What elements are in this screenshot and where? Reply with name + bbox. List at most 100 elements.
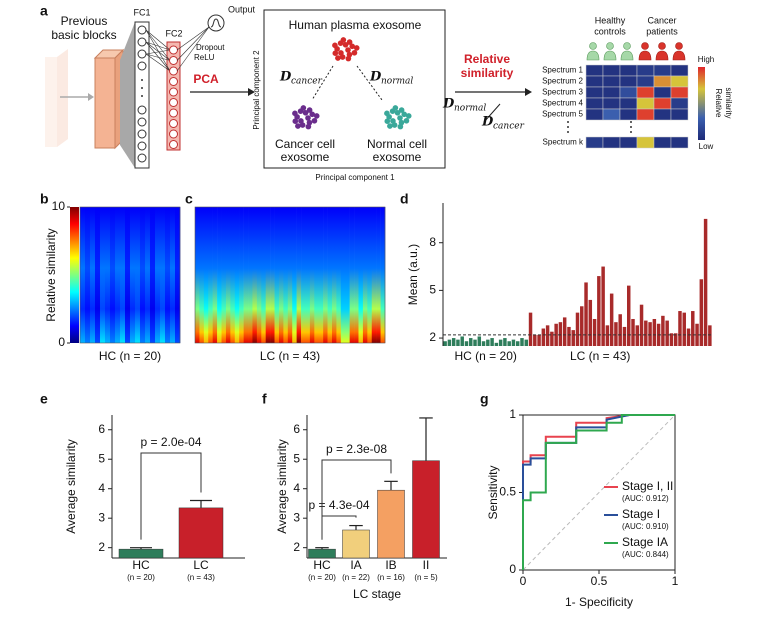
projection [120, 22, 135, 168]
x-tick-sublabel: (n = 16) [377, 573, 405, 582]
x-axis-label: 1- Specificity [565, 595, 633, 609]
cluster-label: exosome [281, 150, 330, 164]
exosome [394, 109, 401, 116]
heatmap-column [110, 207, 116, 343]
bar [545, 325, 550, 346]
distance-symbol: D [279, 70, 292, 85]
clusters [292, 37, 412, 130]
panel-label: b [40, 191, 49, 207]
heatmap-frame [79, 206, 181, 344]
heatmap-column [208, 207, 213, 343]
bar [708, 325, 712, 346]
exosome [397, 115, 403, 121]
heatmap-column [165, 207, 171, 343]
panel-label: g [480, 391, 489, 407]
bar [661, 315, 665, 346]
colorbar [70, 207, 79, 343]
group-label: HC (n = 20) [455, 349, 517, 363]
bar [686, 328, 691, 346]
bar [558, 322, 563, 346]
heatmap-column [287, 207, 293, 343]
significance-bracket [321, 459, 392, 540]
sigmoid [210, 18, 222, 28]
panel-label: f [262, 391, 267, 407]
y-tick-label: 2 [293, 540, 300, 554]
neuron [169, 56, 178, 65]
exosome [313, 113, 320, 119]
heatmap-column [371, 207, 377, 343]
group-label: Cancer [647, 15, 676, 25]
y-axis-label: Mean (a.u.) [406, 244, 420, 305]
matrix-cell [670, 64, 689, 77]
colorbar-label: Relative [714, 89, 723, 118]
connection [145, 29, 171, 61]
exosome [299, 122, 306, 128]
bar [588, 299, 593, 346]
y-tick-label: 3 [98, 510, 105, 524]
bar [524, 339, 528, 346]
ratio-symbol: D [442, 97, 455, 112]
exosome [306, 107, 313, 113]
heatmap-column [274, 207, 280, 343]
dot [567, 126, 569, 128]
network [137, 25, 210, 163]
significance-bracket [140, 452, 202, 540]
neuron [169, 66, 178, 76]
spectrum-label: Spectrum 1 [542, 66, 583, 75]
matrix-cell [585, 108, 604, 121]
arrow-head [248, 88, 255, 96]
panel-label: c [185, 191, 193, 207]
y-tick-label: 5 [293, 451, 300, 465]
heatmap-column [336, 207, 342, 343]
bar [580, 306, 584, 346]
bar [528, 312, 533, 346]
bar [456, 339, 460, 346]
y-tick-label: 6 [293, 422, 300, 436]
heatmap-column [327, 207, 333, 343]
heatmap-column [203, 207, 209, 343]
heatmap-column [318, 207, 324, 343]
person-head [606, 42, 614, 50]
bar [652, 318, 657, 346]
p-value: p = 2.0e-04 [140, 435, 201, 449]
exosome [346, 39, 353, 45]
heatmap-column [120, 207, 126, 343]
exosome [305, 123, 312, 130]
bar [498, 339, 503, 346]
p-value: p = 4.3e-04 [308, 498, 369, 512]
neuron [137, 129, 147, 139]
neuron [169, 119, 178, 128]
matrix-cell [585, 97, 604, 110]
distance-subscript: cancer [291, 77, 323, 87]
connection [145, 41, 171, 51]
neuron [137, 37, 147, 47]
heatmap-column [376, 207, 381, 343]
bar [605, 325, 610, 346]
neuron [137, 153, 147, 163]
heatmap-column [301, 207, 306, 343]
colorbar [698, 67, 705, 140]
heatmap-column [354, 207, 359, 343]
y-axis-label: Sensitivity [486, 465, 500, 519]
exosome [300, 105, 307, 111]
matrix-cell [619, 136, 638, 149]
heatmap-column [195, 207, 200, 343]
y-tick-label: 5 [98, 451, 105, 465]
bar [627, 285, 631, 346]
matrix-cell [653, 97, 672, 110]
spectrum-label: Spectrum 4 [542, 99, 583, 108]
bar [486, 339, 490, 346]
matrix-cell [636, 64, 655, 77]
y-tick-label: 0.5 [499, 485, 516, 499]
y-tick-label: 3 [293, 510, 300, 524]
bar [622, 326, 627, 346]
box-title: Human plasma exosome [289, 18, 422, 32]
matrix-cell [636, 136, 655, 149]
exosome [332, 50, 339, 57]
connection [145, 29, 171, 51]
heatmap-column [367, 207, 373, 343]
x-tick-sublabel: (n = 5) [414, 573, 438, 582]
ratio-subscript: cancer [493, 122, 525, 132]
person-body [672, 50, 686, 61]
